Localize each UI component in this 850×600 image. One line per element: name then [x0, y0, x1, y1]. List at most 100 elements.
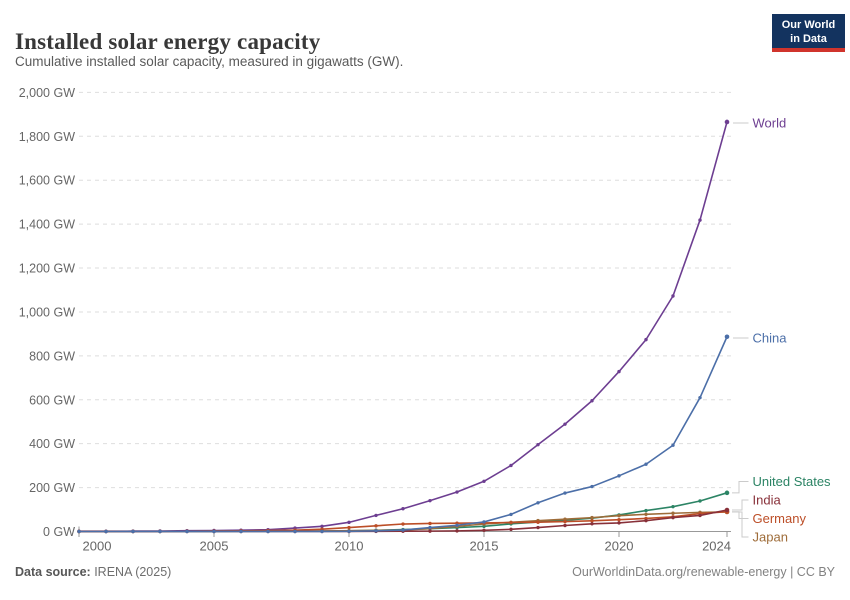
y-tick-label-400: 400 GW — [29, 437, 75, 451]
point-germany-2010 — [347, 525, 351, 530]
point-china-2007 — [266, 529, 270, 534]
y-tick-label-600: 600 GW — [29, 393, 75, 407]
point-china-2002 — [131, 529, 135, 534]
point-china-2014 — [455, 523, 459, 527]
point-world-2010 — [347, 520, 351, 525]
point-world-2023 — [698, 218, 702, 222]
point-china-2011 — [374, 529, 378, 533]
series-label-united-states[interactable]: United States — [753, 474, 832, 489]
point-india-2016 — [509, 527, 513, 532]
point-china-2016 — [509, 512, 513, 517]
label-connector-japan — [732, 511, 749, 538]
point-world-2009 — [320, 524, 324, 529]
x-tick-label-2024: 2024 — [702, 539, 731, 554]
series-line-china[interactable] — [78, 335, 728, 533]
label-connector-india — [732, 499, 749, 511]
point-china-2001 — [104, 529, 108, 534]
point-china-2024 — [724, 334, 730, 340]
point-world-2020 — [617, 369, 621, 374]
point-united-states-2021 — [644, 508, 648, 513]
point-india-2018 — [563, 523, 567, 528]
y-tick-label-2000: 2,000 GW — [19, 86, 75, 100]
point-japan-2019 — [590, 515, 594, 520]
series-line-world[interactable] — [78, 121, 728, 533]
point-united-states-2023 — [698, 499, 702, 503]
y-tick-label-1200: 1,200 GW — [19, 262, 75, 276]
point-germany-2016 — [509, 520, 513, 525]
x-tick-label-2005: 2005 — [200, 539, 229, 554]
point-world-2011 — [374, 513, 378, 518]
footer-source-label: Data source: — [15, 565, 91, 579]
chart-title: Installed solar energy capacity — [15, 29, 321, 55]
point-germany-2017 — [536, 520, 540, 524]
point-japan-2018 — [563, 517, 567, 521]
point-india-2024 — [724, 507, 730, 513]
point-world-2015 — [482, 479, 486, 483]
y-tick-label-1800: 1,800 GW — [19, 130, 75, 144]
point-china-2012 — [401, 528, 405, 532]
point-china-2009 — [320, 529, 324, 534]
point-china-2005 — [212, 529, 216, 534]
point-world-2024 — [724, 119, 730, 125]
point-india-2015 — [482, 528, 486, 532]
series-label-japan[interactable]: Japan — [753, 530, 788, 545]
point-india-2013 — [428, 529, 432, 533]
point-united-states-2022 — [671, 504, 675, 509]
x-tick-label-2020: 2020 — [605, 539, 634, 554]
point-china-2013 — [428, 525, 432, 530]
series-label-world[interactable]: World — [753, 116, 787, 131]
point-china-2021 — [644, 462, 648, 466]
point-germany-2019 — [590, 519, 594, 523]
point-world-2021 — [644, 337, 648, 342]
point-china-2022 — [671, 443, 675, 447]
point-china-2018 — [563, 491, 567, 495]
point-germany-2011 — [374, 524, 378, 528]
point-china-2003 — [158, 529, 162, 534]
footer-source: Data source: IRENA (2025) — [15, 565, 171, 579]
point-united-states-2015 — [482, 524, 486, 529]
y-tick-label-1600: 1,600 GW — [19, 174, 75, 188]
point-united-states-2024 — [724, 490, 730, 496]
owid-logo-line2: in Data — [790, 33, 827, 45]
x-tick-label-2000: 2000 — [83, 539, 112, 554]
owid-logo-line1: Our World — [781, 19, 836, 31]
point-world-2014 — [455, 490, 459, 494]
point-china-2010 — [347, 529, 351, 533]
x-tick-label-2015: 2015 — [470, 539, 499, 554]
label-connector-germany — [732, 511, 749, 519]
point-china-2000 — [77, 529, 81, 534]
point-india-2020 — [617, 521, 621, 525]
point-india-2014 — [455, 529, 459, 533]
point-china-2004 — [185, 529, 189, 534]
point-world-2019 — [590, 399, 594, 403]
y-tick-label-800: 800 GW — [29, 349, 75, 363]
point-china-2023 — [698, 395, 702, 400]
point-world-2012 — [401, 507, 405, 511]
series-label-india[interactable]: India — [753, 493, 782, 508]
y-tick-label-1000: 1,000 GW — [19, 305, 75, 319]
series-label-germany[interactable]: Germany — [753, 511, 807, 526]
point-japan-2020 — [617, 514, 621, 518]
point-world-2017 — [536, 442, 540, 447]
y-tick-label-1400: 1,400 GW — [19, 218, 75, 232]
point-china-2020 — [617, 474, 621, 478]
point-china-2019 — [590, 484, 594, 489]
point-india-2022 — [671, 515, 675, 520]
point-germany-2020 — [617, 518, 621, 522]
y-tick-label-200: 200 GW — [29, 481, 75, 495]
x-tick-label-2010: 2010 — [335, 539, 364, 554]
point-china-2008 — [293, 529, 297, 534]
point-world-2013 — [428, 498, 432, 503]
footer-source-value: IRENA (2025) — [90, 565, 172, 579]
point-japan-2022 — [671, 511, 675, 515]
point-india-2023 — [698, 513, 702, 518]
footer-credit-link[interactable]: OurWorldinData.org/renewable-energy | CC… — [572, 565, 835, 579]
point-world-2022 — [671, 294, 675, 298]
point-germany-2012 — [401, 522, 405, 526]
point-india-2021 — [644, 518, 648, 523]
point-china-2006 — [239, 529, 243, 534]
series-label-china[interactable]: China — [753, 331, 788, 346]
point-germany-2013 — [428, 521, 432, 526]
owid-logo[interactable]: Our World in Data — [772, 14, 845, 52]
